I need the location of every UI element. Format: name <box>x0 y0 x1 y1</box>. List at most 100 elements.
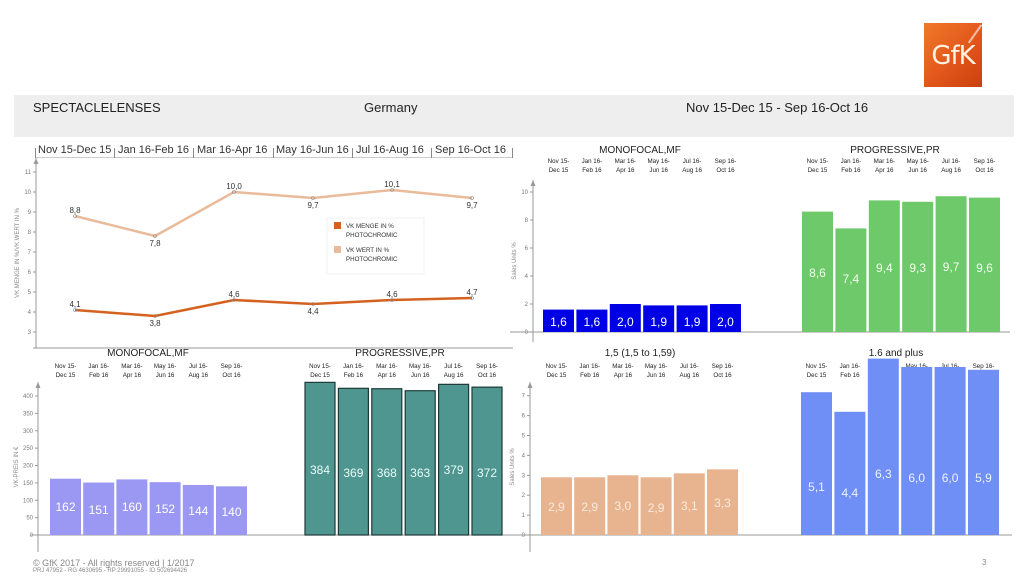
bar <box>576 309 608 332</box>
category-label: Jul 16- <box>683 158 702 165</box>
category-label: Jan 16- <box>88 363 109 370</box>
category-label: Sep 16- <box>712 363 734 370</box>
category-title: SPECTACLELENSES <box>33 100 161 115</box>
data-label: 4,1 <box>69 300 81 309</box>
bar <box>304 381 336 536</box>
bar <box>182 484 214 535</box>
data-label: 4,7 <box>466 288 478 297</box>
bar <box>834 411 866 535</box>
data-label: 10,1 <box>384 180 400 189</box>
bar-value-label: 368 <box>377 466 397 480</box>
legend-label: PHOTOCHROMIC <box>346 232 398 239</box>
y-tick-label: 7 <box>28 250 32 256</box>
copyright-text: © GfK 2017 - All rights reserved | 1/201… <box>33 558 195 568</box>
y-tick-label: 4 <box>28 310 32 316</box>
legend-label: VK MENGE IN % <box>346 223 394 230</box>
category-label: Apr 16 <box>614 372 633 379</box>
bar-value-label: 372 <box>477 466 497 480</box>
category-label: Oct 16 <box>975 167 994 174</box>
y-tick-label: 250 <box>23 446 34 452</box>
category-label: Jun 16 <box>647 372 666 379</box>
period-label: Jan 16-Feb 16 <box>118 144 189 156</box>
bar <box>867 358 899 535</box>
category-label: Apr 16 <box>123 372 142 379</box>
bar-value-label: 151 <box>89 503 109 517</box>
data-point <box>153 234 157 238</box>
bar-value-label: 6,0 <box>908 471 925 485</box>
bar <box>802 211 833 332</box>
chart-title: MONOFOCAL,MF <box>599 145 681 156</box>
chart-title: PROGRESSIVE,PR <box>850 145 939 156</box>
bar-value-label: 144 <box>188 504 208 518</box>
bar-value-label: 4,4 <box>842 486 859 500</box>
y-tick-label: 2 <box>522 493 526 499</box>
y-tick-label: 10 <box>24 190 31 196</box>
y-tick-label: 1 <box>522 513 526 519</box>
category-label: Mar 16- <box>612 363 633 370</box>
category-label: Dec 15 <box>547 372 567 379</box>
bar-value-label: 6,3 <box>875 467 892 481</box>
period-axis-line <box>35 157 513 158</box>
data-label: 4,6 <box>386 290 398 299</box>
bar-value-label: 384 <box>310 463 330 477</box>
bar-value-label: 3,0 <box>615 499 632 513</box>
bar-value-label: 5,9 <box>975 471 992 485</box>
bar <box>707 469 738 535</box>
y-axis-label: VK-PREIS IN € <box>14 446 20 487</box>
data-point <box>470 196 474 200</box>
bar <box>149 482 181 535</box>
bar-value-label: 5,1 <box>808 480 825 494</box>
chart-title: PROGRESSIVE,PR <box>355 348 444 359</box>
category-label: Feb 16 <box>841 167 861 174</box>
category-label: Jun 16 <box>649 167 668 174</box>
category-label: Aug 16 <box>444 372 464 379</box>
bar <box>371 388 403 536</box>
data-label: 9,7 <box>466 201 478 210</box>
bar <box>574 477 606 535</box>
category-label: May 16- <box>648 158 670 165</box>
category-label: May 16- <box>907 158 929 165</box>
bar <box>676 305 708 332</box>
data-point <box>232 298 236 302</box>
legend-box <box>326 217 425 275</box>
y-tick-label: 3 <box>522 473 526 479</box>
report-header: SPECTACLELENSES Germany Nov 15-Dec 15 - … <box>14 95 1014 137</box>
bar-value-label: 2,0 <box>717 315 734 329</box>
bar <box>83 482 115 535</box>
category-label: Jan 16- <box>579 363 600 370</box>
y-tick-label: 4 <box>522 453 526 459</box>
legend-swatch-wert <box>334 246 341 253</box>
category-label: Jun 16 <box>908 167 927 174</box>
y-tick-label: 6 <box>522 414 526 420</box>
y-axis-arrow-icon <box>35 382 41 388</box>
y-axis-arrow-icon <box>530 180 536 186</box>
legend-label: PHOTOCHROMIC <box>346 256 398 263</box>
bar-value-label: 9,6 <box>976 261 993 275</box>
y-tick-label: 6 <box>28 270 32 276</box>
category-label: Nov 15- <box>806 363 828 370</box>
category-label: Feb 16 <box>582 167 602 174</box>
bar-value-label: 1,9 <box>684 315 701 329</box>
category-label: Dec 15 <box>808 167 828 174</box>
period-label: Nov 15-Dec 15 <box>38 144 112 156</box>
y-axis-label: Sales Units % <box>510 448 516 486</box>
category-label: Sep 16- <box>974 158 996 165</box>
period-separator <box>273 148 274 158</box>
bar <box>643 305 675 332</box>
logo-text: GfK <box>931 41 975 71</box>
category-label: May 16- <box>906 363 928 370</box>
bar <box>50 478 81 535</box>
y-tick-label: 10 <box>521 190 528 196</box>
category-label: Jul 16- <box>941 363 960 370</box>
y-tick-label: 0 <box>525 330 529 336</box>
bar <box>901 367 933 535</box>
y-tick-label: 7 <box>522 394 526 400</box>
period-separator <box>431 148 432 158</box>
category-label: Mar 16- <box>615 158 636 165</box>
category-label: Jul 16- <box>444 363 463 370</box>
y-tick-label: 0 <box>30 533 34 539</box>
category-label: Aug 16 <box>679 372 699 379</box>
category-label: Feb 16 <box>580 372 600 379</box>
data-point <box>73 214 77 218</box>
bar-value-label: 6,0 <box>942 471 959 485</box>
